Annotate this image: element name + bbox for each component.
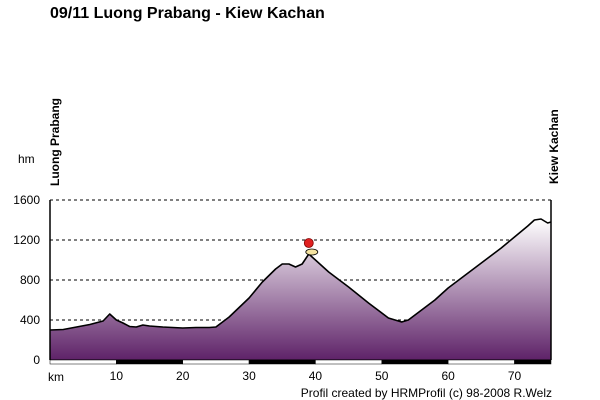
x-tick-label: 50 bbox=[375, 369, 389, 383]
x-tick-label: 70 bbox=[508, 369, 522, 383]
y-tick-label: 800 bbox=[20, 273, 40, 287]
x-tick-label: 60 bbox=[441, 369, 455, 383]
y-tick-label: 400 bbox=[20, 313, 40, 327]
scale-bar-segment bbox=[49, 359, 117, 365]
chart-title: 09/11 Luong Prabang - Kiew Kachan bbox=[50, 5, 325, 22]
scale-bar-segment bbox=[116, 359, 183, 365]
scale-bar-segment bbox=[182, 359, 250, 365]
x-tick-label: 30 bbox=[242, 369, 256, 383]
elevation-area bbox=[50, 219, 551, 360]
summit-base-icon bbox=[305, 248, 319, 256]
y-tick-label: 0 bbox=[33, 353, 40, 367]
y-tick-label: 1200 bbox=[13, 233, 40, 247]
scale-bar-segment bbox=[447, 359, 515, 365]
scale-bar-segment bbox=[381, 359, 449, 365]
credit-text: Profil created by HRMProfil (c) 98-2008 … bbox=[300, 386, 552, 400]
elevation-line bbox=[49, 218, 552, 331]
x-axis-unit: km bbox=[48, 370, 64, 384]
y-axis-unit: hm bbox=[18, 152, 35, 166]
x-tick-label: 10 bbox=[110, 369, 124, 383]
scale-bar-segment bbox=[248, 359, 316, 365]
x-tick-label: 20 bbox=[176, 369, 190, 383]
scale-bar-segment bbox=[514, 359, 552, 365]
x-tick-label: 40 bbox=[309, 369, 323, 383]
scale-bar-segment bbox=[315, 359, 383, 365]
summit-marker-icon bbox=[303, 238, 314, 248]
y-tick-label: 1600 bbox=[13, 193, 40, 207]
